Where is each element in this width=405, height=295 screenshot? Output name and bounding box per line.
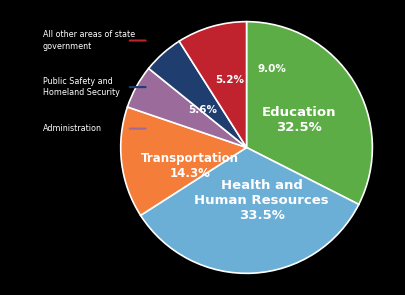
Text: 9.0%: 9.0% — [257, 65, 286, 74]
Wedge shape — [247, 22, 372, 204]
Text: 5.2%: 5.2% — [216, 75, 245, 85]
Text: Health and
Human Resources
33.5%: Health and Human Resources 33.5% — [194, 179, 329, 222]
Text: Transportation
14.3%: Transportation 14.3% — [141, 153, 239, 180]
Text: Public Safety and
Homeland Security: Public Safety and Homeland Security — [43, 77, 119, 97]
Wedge shape — [121, 107, 247, 215]
Text: 5.6%: 5.6% — [188, 105, 217, 115]
Wedge shape — [128, 68, 247, 148]
Wedge shape — [149, 41, 247, 148]
Wedge shape — [179, 22, 247, 148]
Text: Education
32.5%: Education 32.5% — [262, 106, 337, 134]
Text: All other areas of state
government: All other areas of state government — [43, 30, 135, 50]
Wedge shape — [141, 148, 359, 273]
Text: Administration: Administration — [43, 124, 102, 133]
